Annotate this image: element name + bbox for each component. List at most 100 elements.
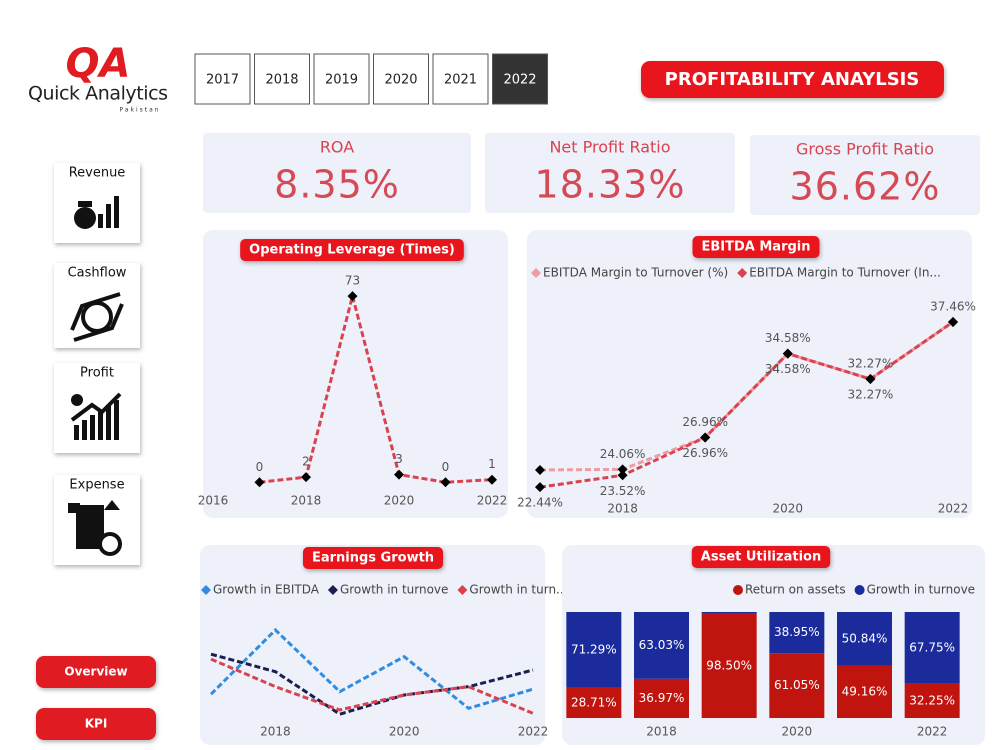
year-label: 2021 <box>444 73 477 88</box>
legend-marker <box>737 268 748 278</box>
legend-label: Growth in EBITDA <box>213 583 320 597</box>
point-marker <box>487 474 497 485</box>
year-label: 2019 <box>325 73 358 88</box>
kpi-label: Gross Profit Ratio <box>796 140 934 159</box>
series-line <box>539 320 954 472</box>
data-label: 1 <box>488 457 496 471</box>
series-line <box>210 652 534 716</box>
kpi-card <box>203 133 471 213</box>
data-label: 26.96% <box>682 446 728 460</box>
bar-segment <box>566 612 622 688</box>
bar-segment <box>566 687 622 718</box>
x-tick-label: 2020 <box>384 494 415 508</box>
year-label: 2022 <box>503 73 536 88</box>
data-label: 32.25% <box>909 693 955 707</box>
bar-segment <box>837 612 892 666</box>
point-marker <box>617 470 628 481</box>
bar-segment <box>701 613 757 718</box>
point-marker <box>948 316 958 327</box>
bar-segment <box>837 665 892 718</box>
chart-title: Asset Utilization <box>701 550 821 565</box>
revenue-icon <box>74 196 119 229</box>
data-label: 32.27% <box>848 357 894 371</box>
x-tick-label: 2018 <box>260 725 291 739</box>
nav-button-label: KPI <box>85 717 108 731</box>
year-button[interactable] <box>432 53 489 105</box>
legend-marker <box>327 585 338 595</box>
data-label: 28.71% <box>571 695 617 709</box>
nav-label: Revenue <box>69 166 126 181</box>
year-button[interactable] <box>492 53 548 105</box>
chart-title: Earnings Growth <box>312 551 434 566</box>
series-line <box>209 627 534 710</box>
x-tick-label: 2020 <box>782 725 813 739</box>
logo-sub: Pakistan <box>119 107 160 114</box>
nav-icons <box>68 196 124 556</box>
data-label: 26.96% <box>682 415 728 429</box>
point-marker <box>254 477 265 488</box>
kpi-label: Net Profit Ratio <box>549 138 670 157</box>
chart-title-pill <box>692 236 820 258</box>
chart-panel <box>200 545 545 745</box>
chart-title: Operating Leverage (Times) <box>249 243 455 258</box>
year-label: 2018 <box>265 73 298 88</box>
year-button[interactable] <box>194 53 251 105</box>
x-tick-label: 2022 <box>477 494 508 508</box>
x-tick-label: 2016 <box>198 494 229 508</box>
x-tick-label: 2018 <box>646 725 677 739</box>
data-label: 2 <box>302 455 310 469</box>
kpi-value: 18.33% <box>535 163 686 207</box>
point-marker <box>347 291 358 302</box>
point-marker <box>617 464 628 475</box>
bar-segment <box>904 683 960 718</box>
kpi-card <box>485 133 735 213</box>
data-label: 37.46% <box>930 299 976 313</box>
chart-title-pill <box>302 547 444 569</box>
x-tick-label: 2022 <box>917 725 948 739</box>
data-label: 38.95% <box>774 625 820 639</box>
data-label: 24.06% <box>600 447 646 461</box>
x-tick-label: 2020 <box>773 502 804 516</box>
point-marker <box>440 477 451 488</box>
chart-panel <box>203 230 508 518</box>
legend-marker <box>733 585 743 595</box>
x-tick-label: 2018 <box>607 502 638 516</box>
cashflow-icon <box>70 292 124 342</box>
year-button[interactable] <box>313 53 370 105</box>
legend-marker <box>854 585 865 595</box>
profit-icon <box>70 392 122 440</box>
legend-label: Growth in turn... <box>469 583 567 597</box>
legend-label: EBITDA Margin to Turnover (In... <box>749 266 941 280</box>
kpi-value: 36.62% <box>790 165 941 209</box>
data-label: 34.58% <box>765 362 811 376</box>
nav-card[interactable] <box>54 163 140 243</box>
point-marker <box>394 469 404 480</box>
nav-button[interactable] <box>36 656 156 688</box>
kpi-value: 8.35% <box>274 163 400 207</box>
x-tick-label: 2018 <box>291 494 322 508</box>
legend-marker <box>457 585 468 595</box>
data-label: 23.52% <box>600 484 646 498</box>
data-label: 0 <box>442 460 450 474</box>
data-label: 63.03% <box>639 638 685 652</box>
kpi-card <box>750 135 980 215</box>
nav-button[interactable] <box>36 708 156 740</box>
point-marker <box>865 374 876 385</box>
kpi-label: ROA <box>320 138 354 157</box>
year-button[interactable] <box>373 53 429 105</box>
data-label: 3 <box>395 452 403 466</box>
bar-segment <box>701 612 757 614</box>
logo-mark: QA <box>66 41 131 87</box>
data-label: 98.50% <box>706 658 752 672</box>
point-marker <box>535 465 545 475</box>
point-marker <box>700 432 711 443</box>
nav-label: Profit <box>80 366 114 381</box>
data-label: 34.58% <box>765 331 811 345</box>
expense-icon <box>68 500 122 556</box>
year-button[interactable] <box>254 53 310 105</box>
legend-label: Growth in turnove <box>340 583 448 597</box>
data-label: 73 <box>345 274 360 288</box>
bar-segment <box>634 678 689 718</box>
page-title: PROFITABILITY ANAYLSIS <box>665 69 920 90</box>
